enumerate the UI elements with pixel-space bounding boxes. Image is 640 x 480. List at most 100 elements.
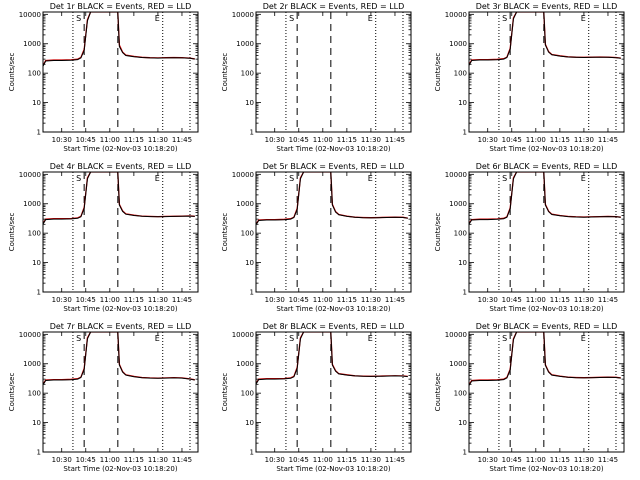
y-tick-label: 1000 [23,40,41,48]
start-marker-label: S [76,174,81,183]
x-tick-label: 10:30 [478,456,498,464]
x-tick-label: 11:15 [550,296,570,304]
x-tick-label: 11:15 [337,456,357,464]
y-axis-label: Counts/sec [434,213,442,252]
y-tick-label: 100 [241,70,254,78]
x-tick-label: 10:45 [76,136,96,144]
events-series-line [43,332,195,386]
y-tick-label: 10000 [445,11,467,19]
x-axis-label: Start Time (02-Nov-03 10:18:20) [276,465,390,473]
x-tick-label: 11:15 [124,136,144,144]
x-tick-label: 11:00 [526,296,546,304]
x-tick-label: 10:30 [265,456,285,464]
y-tick-label: 100 [454,230,467,238]
end-marker-label: E [368,14,373,23]
panel-7: 1 10 100 1000 10000 10:30 10:45 11:00 11:15 11:30… [8,322,199,473]
y-tick-label: 1000 [236,200,254,208]
y-tick-label: 1000 [236,40,254,48]
x-tick-label: 11:00 [100,136,120,144]
end-marker-label: E [368,334,373,343]
start-marker-label: S [76,14,81,23]
start-marker-label: S [502,174,507,183]
y-axis-label: Counts/sec [221,373,229,412]
y-tick-label: 1000 [23,360,41,368]
y-tick-label: 1 [37,129,41,137]
x-axis-label: Start Time (02-Nov-03 10:18:20) [63,465,177,473]
y-tick-label: 10 [458,99,467,107]
y-tick-label: 100 [28,230,41,238]
end-marker-label: E [155,174,160,183]
y-tick-label: 1 [37,449,41,457]
events-series-line [256,172,408,226]
panel-title: Det 1r BLACK = Events, RED = LLD [50,2,192,11]
y-tick-label: 1 [463,289,467,297]
end-marker-label: E [581,174,586,183]
y-tick-label: 10000 [445,331,467,339]
x-axis-label: Start Time (02-Nov-03 10:18:20) [63,145,177,153]
events-series-line [256,332,408,386]
y-tick-label: 1000 [449,360,467,368]
x-tick-label: 11:45 [172,456,192,464]
x-tick-label: 11:30 [148,136,168,144]
x-tick-label: 10:45 [502,296,522,304]
plot-frame [42,11,199,133]
y-tick-label: 100 [28,70,41,78]
end-marker-label: E [155,14,160,23]
x-tick-label: 10:45 [76,456,96,464]
x-tick-label: 11:45 [598,136,618,144]
x-tick-label: 10:30 [478,296,498,304]
y-tick-label: 1 [463,449,467,457]
x-tick-label: 11:00 [313,296,333,304]
plot-frame [42,171,199,293]
x-axis-label: Start Time (02-Nov-03 10:18:20) [63,305,177,313]
y-tick-label: 1 [250,129,254,137]
panel-title: Det 7r BLACK = Events, RED = LLD [50,322,192,331]
panel-title: Det 5r BLACK = Events, RED = LLD [263,162,405,171]
panel-6: 1 10 100 1000 10000 10:30 10:45 11:00 11:15 11:30… [434,162,625,313]
x-tick-label: 10:30 [52,136,72,144]
events-series-line [43,12,195,68]
plot-frame [255,171,412,293]
x-tick-label: 11:45 [172,296,192,304]
x-tick-label: 11:30 [361,456,381,464]
x-tick-label: 11:15 [337,136,357,144]
start-marker-label: S [76,334,81,343]
y-axis-label: Counts/sec [8,53,16,92]
y-tick-label: 10000 [445,171,467,179]
x-tick-label: 11:15 [550,136,570,144]
x-tick-label: 11:30 [574,136,594,144]
y-tick-label: 10000 [232,171,254,179]
x-tick-label: 11:45 [385,296,405,304]
x-axis-label: Start Time (02-Nov-03 10:18:20) [276,305,390,313]
start-marker-label: S [289,334,294,343]
start-marker-label: S [289,174,294,183]
y-tick-label: 10 [458,259,467,267]
panel-4: 1 10 100 1000 10000 10:30 10:45 11:00 11:15 11:30… [8,162,199,313]
end-marker-label: E [155,334,160,343]
y-tick-label: 10 [32,99,41,107]
x-tick-label: 11:15 [124,456,144,464]
y-tick-label: 100 [454,390,467,398]
y-tick-label: 10000 [232,11,254,19]
plot-frame [255,11,412,133]
y-axis-label: Counts/sec [8,213,16,252]
x-tick-label: 11:00 [313,136,333,144]
y-tick-label: 10 [32,259,41,267]
x-tick-label: 10:45 [289,296,309,304]
start-marker-label: S [502,14,507,23]
panel-5: 1 10 100 1000 10000 10:30 10:45 11:00 11:15 11:30… [221,162,412,313]
x-tick-label: 11:30 [148,456,168,464]
y-tick-label: 1 [37,289,41,297]
x-tick-label: 11:00 [526,136,546,144]
panel-1: 1 10 100 1000 10000 10:30 10:45 11:00 11:15 11:30… [8,2,199,153]
y-tick-label: 10000 [19,331,41,339]
start-marker-label: S [502,334,507,343]
x-tick-label: 11:30 [361,296,381,304]
panel-3: 1 10 100 1000 10000 10:30 10:45 11:00 11:15 11:30… [434,2,625,153]
x-tick-label: 10:45 [289,456,309,464]
x-tick-label: 11:00 [313,456,333,464]
y-tick-label: 10 [245,419,254,427]
y-tick-label: 1000 [449,40,467,48]
x-axis-label: Start Time (02-Nov-03 10:18:20) [489,465,603,473]
